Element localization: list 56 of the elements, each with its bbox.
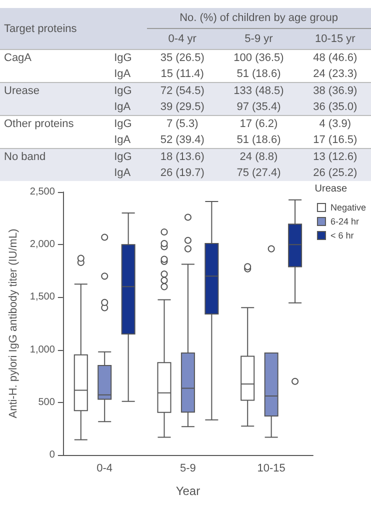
text: 36 (35.0)	[313, 101, 358, 113]
x-tick-label: 0-4	[96, 462, 113, 474]
y-tick-label: 1,500	[30, 292, 56, 303]
text: 26 (19.7)	[160, 167, 204, 179]
text: 18 (13.6)	[160, 151, 204, 163]
y-axis-title: Anti-H. pylori IgG antibody titer (IU/mL)	[8, 228, 20, 418]
text: 97 (35.4)	[236, 101, 281, 113]
text: 26 (25.2)	[313, 167, 358, 179]
text: 48 (46.6)	[313, 52, 358, 64]
text: 100 (36.5)	[234, 52, 284, 64]
category-label: 5-9 yr	[244, 32, 274, 47]
category-label: No band	[4, 151, 46, 163]
y-tick-label: 2,000	[30, 239, 56, 250]
text: 7 (5.3)	[166, 118, 198, 130]
text: 51 (18.6)	[236, 68, 281, 80]
text: 13 (12.6)	[313, 151, 358, 163]
y-tick-label: 0	[49, 450, 56, 460]
category-label: 10-15 yr	[314, 32, 356, 47]
legend-label: < 6 hr	[330, 230, 354, 240]
text: 72 (54.5)	[160, 85, 204, 97]
x-tick-label: 5-9	[180, 462, 196, 474]
text: 24 (8.8)	[240, 151, 278, 163]
category-label: 0-4 yr	[167, 32, 198, 47]
legend-label: Negative	[330, 202, 366, 212]
category-label: IgG	[114, 118, 132, 130]
legend-label: 6-24 hr	[330, 216, 360, 226]
text: 51 (18.6)	[236, 134, 281, 146]
text: 75 (27.4)	[236, 167, 281, 179]
text: 4 (3.9)	[319, 118, 352, 130]
y-tick-label: 2,500	[30, 186, 56, 198]
y-tick-label: 500	[38, 396, 56, 408]
text: 38 (36.9)	[313, 85, 358, 97]
category-label: IgG	[114, 52, 132, 64]
category-label: Urease	[4, 85, 40, 97]
category-label: IgA	[114, 167, 131, 179]
text: 35 (26.5)	[160, 52, 204, 64]
legend-title: Urease	[314, 184, 348, 194]
category-label: IgA	[114, 134, 131, 146]
y-tick-label: 1,000	[30, 344, 56, 356]
text: 52 (39.4)	[160, 134, 204, 146]
text: 39 (29.5)	[160, 101, 204, 113]
text: 24 (23.3)	[313, 68, 358, 80]
x-tick-label: 10-15	[257, 462, 286, 474]
text: 15 (11.4)	[160, 68, 204, 80]
text: Target proteins	[3, 22, 78, 36]
text: No. (%) of children by age group	[146, 8, 371, 28]
category-label: IgG	[114, 151, 132, 163]
category-label: Other proteins	[4, 118, 74, 130]
category-label: IgG	[114, 85, 132, 97]
category-label: IgA	[114, 101, 131, 113]
category-label: CagA	[4, 52, 32, 64]
text: 133 (48.5)	[234, 85, 284, 97]
x-axis-title: Year	[176, 484, 200, 498]
category-label: IgA	[114, 68, 131, 80]
text: 17 (6.2)	[240, 118, 278, 130]
text: 17 (16.5)	[313, 134, 358, 146]
